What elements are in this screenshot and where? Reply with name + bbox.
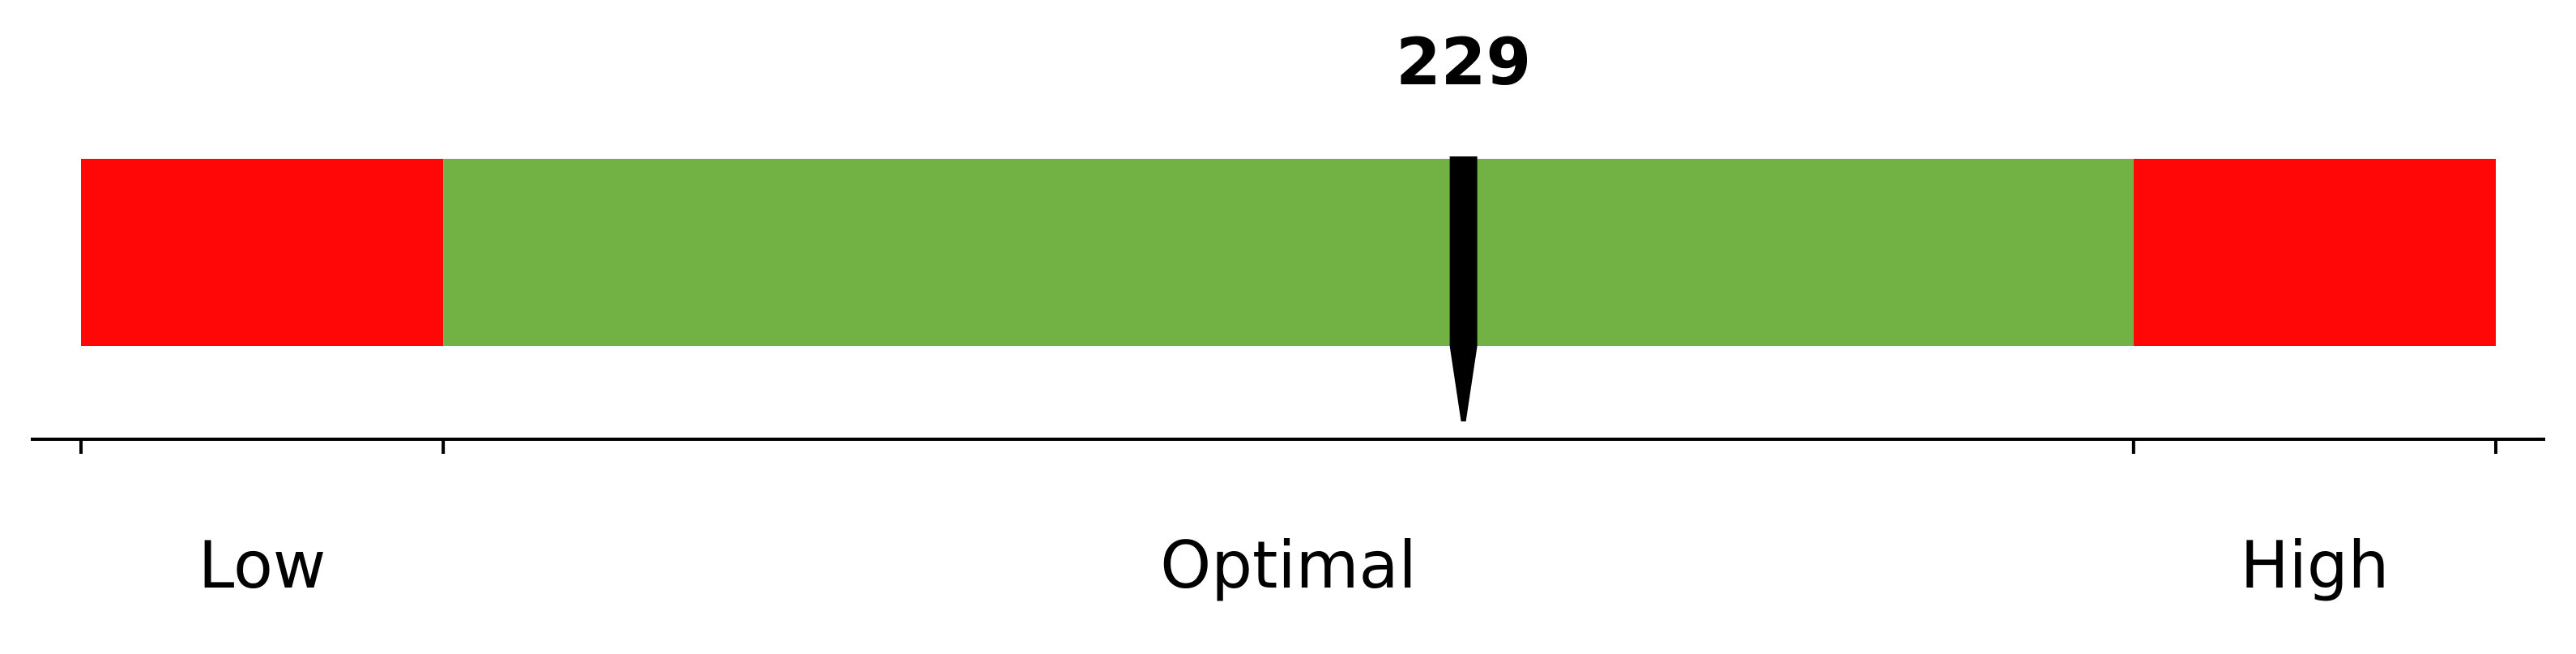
band-label-low: Low — [198, 528, 326, 603]
band-labels: Low Optimal High — [198, 528, 2390, 603]
value-pointer — [1449, 156, 1478, 421]
band-label-high: High — [2240, 528, 2389, 603]
value-marker: 229 — [1396, 24, 1531, 421]
band-low — [81, 159, 444, 346]
band-label-optimal: Optimal — [1160, 528, 1417, 603]
value-label: 229 — [1396, 24, 1531, 100]
band-optimal — [443, 159, 2134, 346]
band-high — [2133, 159, 2496, 346]
range-bands — [81, 159, 2496, 346]
axis-ticks — [79, 439, 2497, 454]
